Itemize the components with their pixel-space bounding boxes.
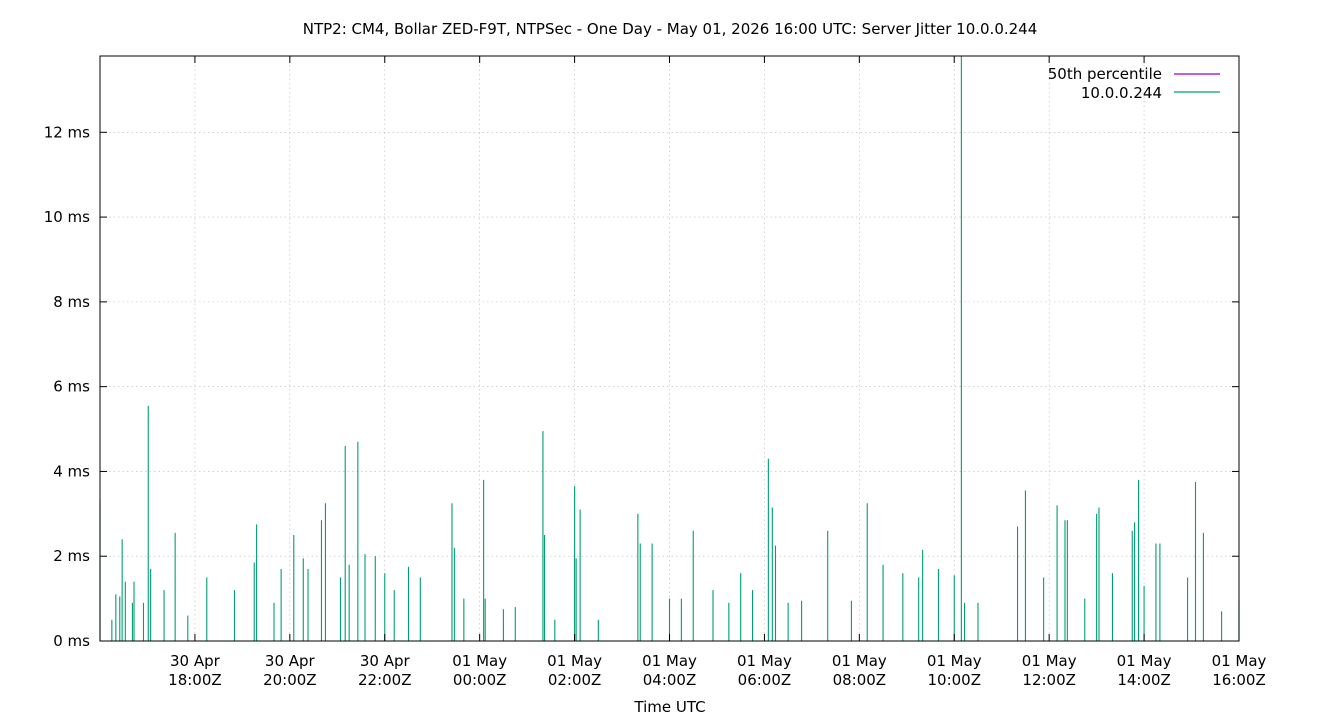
x-axis-label: Time UTC bbox=[633, 698, 705, 716]
x-tick-label-date: 01 May bbox=[1212, 652, 1267, 670]
x-tick-label-time: 18:00Z bbox=[168, 671, 222, 689]
grid bbox=[100, 56, 1239, 641]
x-tick-label-time: 02:00Z bbox=[548, 671, 602, 689]
x-tick-label-time: 16:00Z bbox=[1212, 671, 1266, 689]
x-tick-label-time: 06:00Z bbox=[738, 671, 792, 689]
x-tick-label-date: 01 May bbox=[642, 652, 697, 670]
y-axis-ticks: 0 ms 2 ms 4 ms 6 ms 8 ms 10 ms 12 ms bbox=[44, 123, 1239, 650]
x-tick-label-time: 00:00Z bbox=[453, 671, 507, 689]
x-tick-label-date: 01 May bbox=[927, 652, 982, 670]
legend-label-server: 10.0.0.244 bbox=[1081, 84, 1162, 102]
x-tick-label-date: 01 May bbox=[737, 652, 792, 670]
y-tick-label: 12 ms bbox=[44, 123, 90, 141]
x-tick-label-time: 10:00Z bbox=[927, 671, 981, 689]
x-tick-label-time: 14:00Z bbox=[1117, 671, 1171, 689]
y-tick-label: 2 ms bbox=[53, 547, 90, 565]
x-tick-label-time: 20:00Z bbox=[263, 671, 317, 689]
x-tick-label-date: 30 Apr bbox=[360, 652, 411, 670]
legend-label-50th-percentile: 50th percentile bbox=[1048, 65, 1162, 83]
y-tick-label: 0 ms bbox=[53, 632, 90, 650]
chart-title: NTP2: CM4, Bollar ZED-F9T, NTPSec - One … bbox=[303, 20, 1038, 38]
x-tick-label-date: 30 Apr bbox=[170, 652, 221, 670]
x-tick-label-date: 01 May bbox=[452, 652, 507, 670]
x-tick-label-time: 08:00Z bbox=[833, 671, 887, 689]
x-tick-label-date: 01 May bbox=[547, 652, 602, 670]
x-tick-label-date: 01 May bbox=[1117, 652, 1172, 670]
x-tick-label-time: 22:00Z bbox=[358, 671, 412, 689]
x-tick-label-date: 30 Apr bbox=[265, 652, 316, 670]
x-tick-label-time: 12:00Z bbox=[1022, 671, 1076, 689]
y-tick-label: 8 ms bbox=[53, 293, 90, 311]
y-tick-label: 4 ms bbox=[53, 462, 90, 480]
x-tick-label-time: 04:00Z bbox=[643, 671, 697, 689]
legend: 50th percentile 10.0.0.244 bbox=[1048, 65, 1220, 102]
y-tick-label: 6 ms bbox=[53, 378, 90, 396]
x-tick-label-date: 01 May bbox=[1022, 652, 1077, 670]
y-tick-label: 10 ms bbox=[44, 208, 90, 226]
x-tick-label-date: 01 May bbox=[832, 652, 887, 670]
